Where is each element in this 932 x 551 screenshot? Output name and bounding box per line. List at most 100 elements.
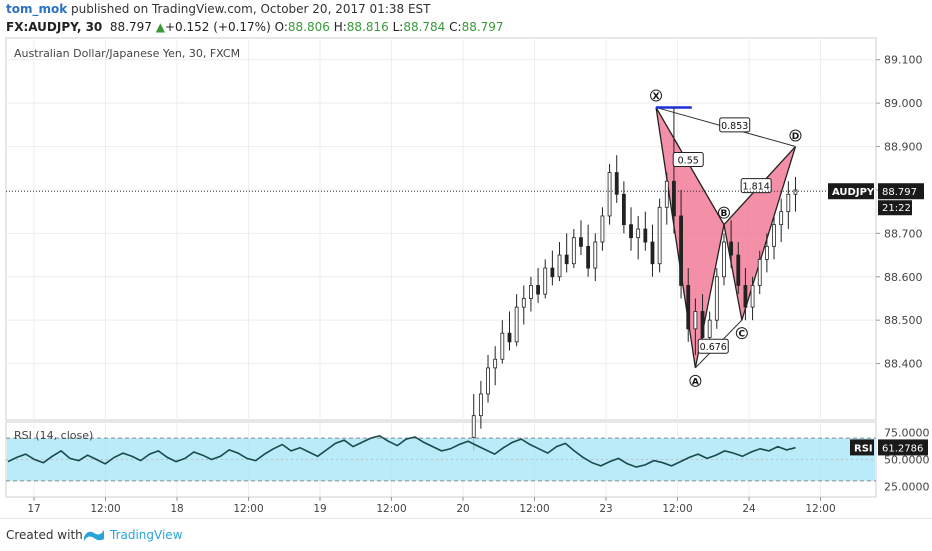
low-label: L: xyxy=(392,20,404,34)
candle-body[interactable] xyxy=(500,332,505,360)
pattern-point-label: C xyxy=(739,330,746,340)
author-name[interactable]: tom_mok xyxy=(6,2,68,16)
published-text: published on TradingView.com, October 20… xyxy=(71,2,431,16)
chart-title: Australian Dollar/Japanese Yen, 30, FXCM xyxy=(14,47,240,60)
countdown-tag xyxy=(878,200,912,216)
candle-body[interactable] xyxy=(586,245,591,269)
time-tick-label: 19 xyxy=(313,503,326,515)
candle-body[interactable] xyxy=(707,319,712,338)
candle-body[interactable] xyxy=(579,237,583,247)
rsi-line[interactable] xyxy=(7,435,796,468)
ratio-box xyxy=(697,338,729,354)
last-price: 88.797 xyxy=(109,20,152,34)
pattern-point-a[interactable] xyxy=(689,374,702,387)
candle-body[interactable] xyxy=(621,193,626,226)
candle-body[interactable] xyxy=(750,285,755,308)
ratio-box xyxy=(740,178,772,194)
pattern-point-x[interactable] xyxy=(650,89,663,102)
candle-body[interactable] xyxy=(564,254,569,265)
symbol-tag xyxy=(828,183,874,200)
ohlc-line: FX:AUDJPY, 30 88.797 ▲+0.152 (+0.17%) O:… xyxy=(6,20,504,34)
price-tick-label: 88.400 xyxy=(884,358,923,371)
candle-body[interactable] xyxy=(779,211,784,226)
rsi-tick-label: 25.0000 xyxy=(884,480,930,493)
candle-body[interactable] xyxy=(743,285,748,308)
candle-body[interactable] xyxy=(714,276,719,321)
candle-body[interactable] xyxy=(507,332,512,343)
candle-body[interactable] xyxy=(757,258,762,286)
candle-body[interactable] xyxy=(722,241,726,278)
pattern-point-label: B xyxy=(721,209,728,219)
candle-body[interactable] xyxy=(772,224,776,247)
time-tick-label: 12:00 xyxy=(805,503,835,515)
time-tick-label: 12:00 xyxy=(90,503,120,515)
candle-body[interactable] xyxy=(736,254,741,286)
current-price-value: 88.797 xyxy=(882,187,917,198)
candle-body[interactable] xyxy=(764,245,769,260)
price-tick-label: 89.100 xyxy=(884,54,923,67)
tradingview-brand[interactable]: TradingView xyxy=(110,528,183,542)
candle-body[interactable] xyxy=(529,285,533,299)
price-tick-label: 88.900 xyxy=(884,141,923,154)
rsi-value: 61.2786 xyxy=(882,443,923,454)
open-value: 88.806 xyxy=(287,20,330,34)
candle-body[interactable] xyxy=(693,311,698,330)
close-label: C: xyxy=(449,20,462,34)
rsi-value-tag xyxy=(878,439,928,456)
candle-body[interactable] xyxy=(700,311,705,338)
candle-body[interactable] xyxy=(657,206,662,265)
pattern-point-label: X xyxy=(653,92,660,102)
time-tick-label: 12:00 xyxy=(519,503,549,515)
candle-body[interactable] xyxy=(650,241,655,265)
candle-body[interactable] xyxy=(793,189,798,195)
candle-body[interactable] xyxy=(521,298,526,308)
candle-body[interactable] xyxy=(471,415,476,438)
time-tick-label: 18 xyxy=(170,503,183,515)
publish-line: tom_mok published on TradingView.com, Oc… xyxy=(6,2,430,16)
ratio-label: 1.814 xyxy=(743,182,770,193)
time-tick-label: 24 xyxy=(742,503,756,515)
candle-body[interactable] xyxy=(571,237,576,265)
current-price-tag xyxy=(878,183,924,200)
tradingview-logo-icon[interactable] xyxy=(82,527,106,543)
rsi-title: RSI (14, close) xyxy=(14,429,93,442)
candle-body[interactable] xyxy=(550,267,555,278)
up-arrow-icon: ▲ xyxy=(155,20,165,34)
high-label: H: xyxy=(333,20,347,34)
candle-body[interactable] xyxy=(672,180,676,217)
candle-body[interactable] xyxy=(486,367,490,395)
time-tick-label: 20 xyxy=(456,503,469,515)
candle-body[interactable] xyxy=(543,267,548,295)
candle-body[interactable] xyxy=(600,215,605,243)
low-value: 88.784 xyxy=(403,20,446,34)
price-tick-label: 88.700 xyxy=(884,227,923,240)
pattern-point-d[interactable] xyxy=(789,129,802,142)
time-tick-label: 12:00 xyxy=(376,503,406,515)
candle-body[interactable] xyxy=(536,285,540,295)
candle-body[interactable] xyxy=(686,285,691,330)
pattern-point-c[interactable] xyxy=(735,327,748,340)
candle-body[interactable] xyxy=(493,358,498,369)
candle-body[interactable] xyxy=(679,215,683,286)
candle-body[interactable] xyxy=(557,254,562,278)
pattern-point-label: A xyxy=(692,377,699,387)
pattern-point-b[interactable] xyxy=(717,206,730,219)
candle-body[interactable] xyxy=(636,228,641,239)
candle-body[interactable] xyxy=(729,241,734,256)
rsi-tick-label: 75.0000 xyxy=(884,427,930,440)
time-tick-label: 12:00 xyxy=(233,503,263,515)
candle-body[interactable] xyxy=(514,306,519,343)
candle-body[interactable] xyxy=(643,228,648,243)
candle-body[interactable] xyxy=(607,172,612,217)
high-value: 88.816 xyxy=(346,20,389,34)
chart-canvas[interactable]: 89.10089.00088.90088.80088.70088.60088.5… xyxy=(0,0,932,518)
footer: Created with TradingView xyxy=(0,518,932,551)
candle-body[interactable] xyxy=(664,180,669,208)
candle-body[interactable] xyxy=(478,393,483,417)
candle-body[interactable] xyxy=(629,224,633,239)
candle-body[interactable] xyxy=(593,241,598,269)
candle-body[interactable] xyxy=(786,193,791,213)
ratio-label: 0.676 xyxy=(700,342,727,353)
rsi-tag-label: RSI xyxy=(854,443,873,454)
candle-body[interactable] xyxy=(614,172,619,195)
